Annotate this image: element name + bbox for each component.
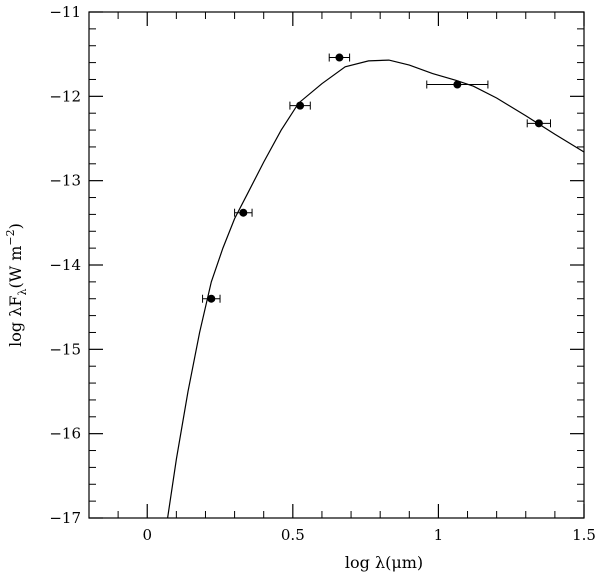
point-marker xyxy=(453,80,462,89)
data-point xyxy=(289,101,311,110)
point-marker xyxy=(335,53,344,62)
data-point xyxy=(202,294,221,303)
point-marker xyxy=(534,119,543,128)
x-tick-label: 0.5 xyxy=(281,526,305,544)
tick-labels: 0 0.5 1 1.5 −11 −12 −13 −14 −15 −16 −17 xyxy=(49,3,596,544)
point-marker xyxy=(296,101,305,110)
minor-ticks xyxy=(88,12,584,518)
y-tick-label: −12 xyxy=(49,87,81,105)
x-tick-label: 0 xyxy=(142,526,152,544)
x-axis-label: log λ(μm) xyxy=(345,553,423,572)
y-tick-label: −17 xyxy=(49,509,81,527)
x-tick-label: 1.5 xyxy=(572,526,596,544)
major-ticks xyxy=(89,11,585,519)
y-axis-label: log λFλ(W m−2) xyxy=(4,223,29,347)
data-point xyxy=(328,53,351,62)
plot-frame xyxy=(88,11,585,519)
y-axis-label-unit: (W m xyxy=(6,246,25,289)
point-marker xyxy=(239,208,248,217)
data-point xyxy=(426,80,489,89)
model-curve xyxy=(167,59,585,519)
y-axis-label-main: log λF xyxy=(6,296,25,347)
y-tick-label: −16 xyxy=(49,425,81,443)
model-curve-layer xyxy=(167,59,585,519)
data-point xyxy=(234,208,253,217)
y-tick-label: −13 xyxy=(49,172,81,190)
x-tick-label: 1 xyxy=(434,526,444,544)
y-axis-label-subscript: λ xyxy=(16,289,29,296)
data-points-layer xyxy=(202,53,552,303)
y-axis-label-exponent: −2 xyxy=(4,229,17,245)
point-marker xyxy=(207,294,216,303)
y-tick-label: −11 xyxy=(49,3,81,21)
y-axis-label-close: ) xyxy=(6,223,25,229)
y-tick-label: −14 xyxy=(49,256,81,274)
y-tick-label: −15 xyxy=(49,340,81,358)
data-point xyxy=(526,119,552,128)
